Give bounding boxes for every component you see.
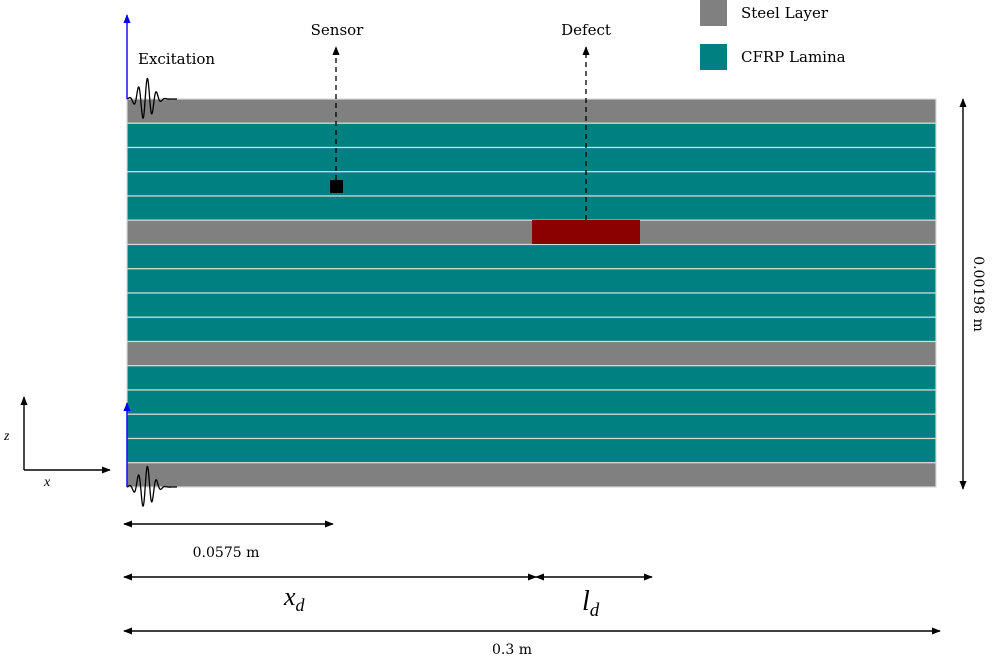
cfrp-lamina xyxy=(126,146,937,173)
cfrp-lamina xyxy=(126,413,937,440)
height-dimension-label: 0.00198 m xyxy=(970,256,986,332)
excitation-label: Excitation xyxy=(138,50,215,68)
defect-label: Defect xyxy=(561,21,611,39)
steel-layer xyxy=(126,462,937,488)
cfrp-lamina xyxy=(126,437,937,464)
ld-subscript: d xyxy=(590,600,600,621)
steel-layer xyxy=(126,219,937,246)
defect-region xyxy=(532,220,640,244)
ld-symbol: l xyxy=(582,586,590,617)
sensor-label: Sensor xyxy=(311,21,365,39)
legend-label-cfrp: CFRP Lamina xyxy=(741,48,846,66)
cfrp-lamina xyxy=(126,389,937,415)
cfrp-lamina xyxy=(126,268,937,294)
cfrp-lamina xyxy=(126,195,937,221)
steel-layer xyxy=(126,98,937,124)
sensor-distance-label: 0.0575 m xyxy=(193,545,260,561)
legend: Steel Layer CFRP Lamina xyxy=(700,0,846,70)
cfrp-lamina xyxy=(126,171,937,197)
defect-position-label: xd xyxy=(283,582,306,615)
excitation-wave-bottom-icon xyxy=(126,465,177,508)
xd-subscript: d xyxy=(296,595,306,615)
excitation-wave-top-icon xyxy=(126,77,177,120)
cfrp-lamina xyxy=(126,365,937,391)
legend-swatch-steel xyxy=(700,0,727,26)
xd-symbol: x xyxy=(283,582,296,611)
legend-label-steel: Steel Layer xyxy=(741,4,829,22)
legend-swatch-cfrp xyxy=(700,44,727,70)
axis-x-label: x xyxy=(43,475,51,490)
laminate-layers xyxy=(126,98,937,488)
steel-layer xyxy=(126,340,937,367)
cfrp-lamina xyxy=(126,243,937,270)
cfrp-lamina xyxy=(126,292,937,318)
total-length-label: 0.3 m xyxy=(492,642,532,658)
axis-z-label: z xyxy=(3,429,10,444)
cfrp-lamina xyxy=(126,316,937,343)
defect-length-label: ld xyxy=(582,586,600,621)
cfrp-lamina xyxy=(126,122,937,149)
sensor-marker xyxy=(330,180,343,193)
